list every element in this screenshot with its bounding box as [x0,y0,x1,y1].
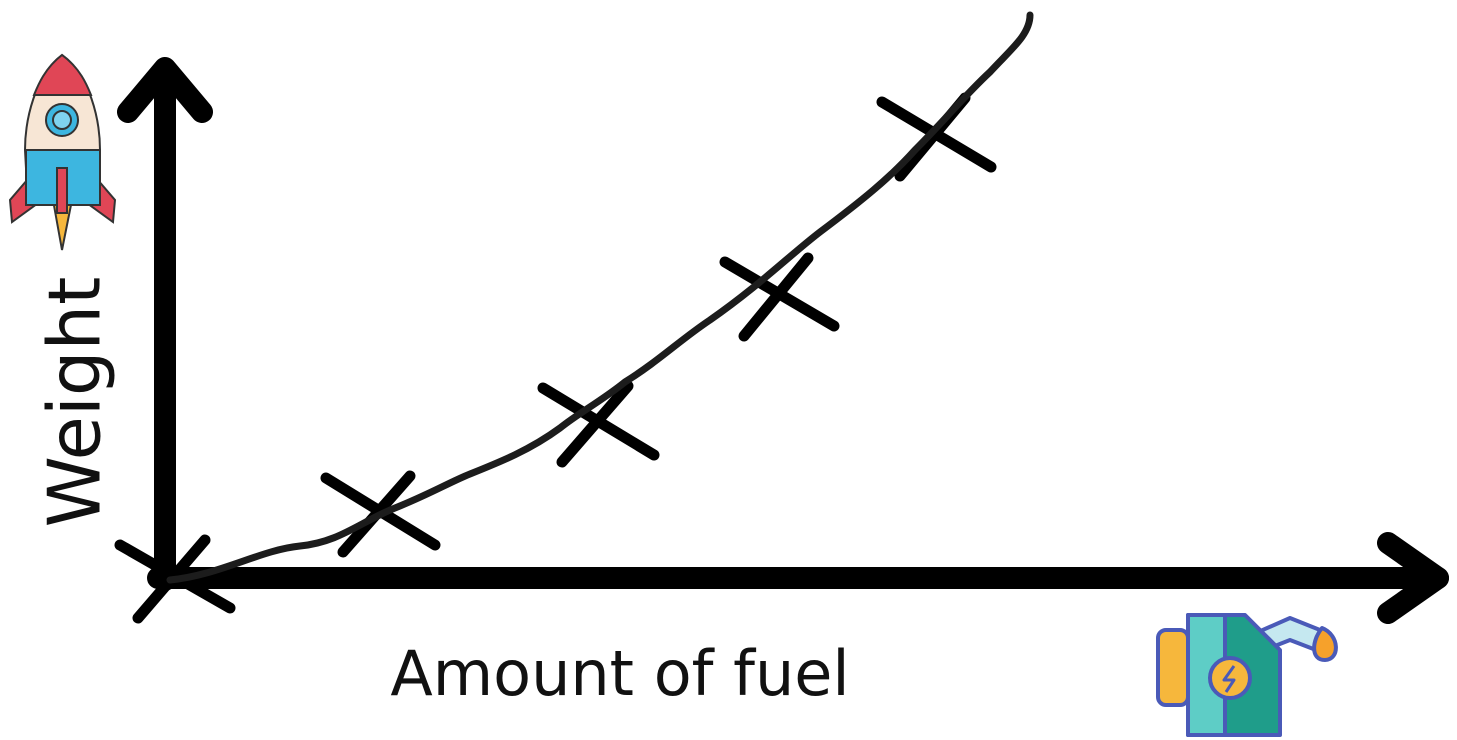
sketch-chart: Weight Amount of fuel [0,0,1457,740]
y-axis-label: Weight [33,277,117,528]
fuel-can-icon [1158,615,1336,735]
rocket-icon [10,55,115,250]
axes [128,68,1438,613]
trend-curve [170,15,1030,580]
x-axis-label: Amount of fuel [390,637,849,710]
crosses [120,98,991,618]
